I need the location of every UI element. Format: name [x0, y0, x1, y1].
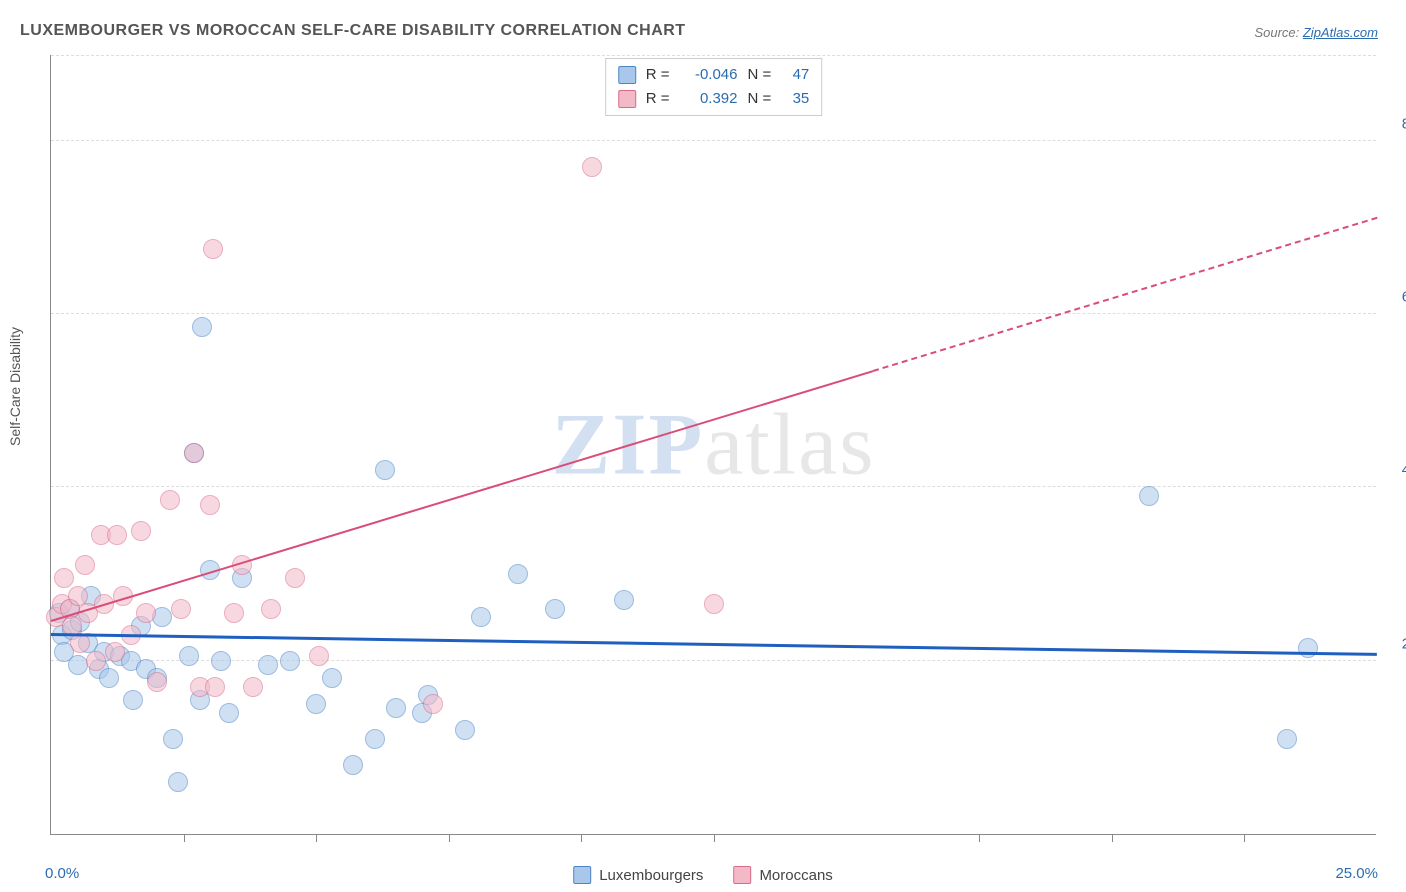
data-point [261, 599, 281, 619]
data-point [75, 555, 95, 575]
data-point [192, 317, 212, 337]
x-tick [1244, 834, 1245, 842]
data-point [168, 772, 188, 792]
legend-r-label: R = [646, 87, 670, 111]
trend-line [51, 633, 1377, 656]
legend-row: R = 0.392 N = 35 [618, 87, 810, 111]
data-point [306, 694, 326, 714]
legend-r-value: -0.046 [680, 63, 738, 87]
data-point [205, 677, 225, 697]
y-tick-label: 4.0% [1402, 462, 1406, 479]
data-point [455, 720, 475, 740]
data-point [582, 157, 602, 177]
data-point [136, 603, 156, 623]
data-point [147, 672, 167, 692]
data-point [1139, 486, 1159, 506]
legend-n-label: N = [748, 87, 772, 111]
legend-n-value: 35 [781, 87, 809, 111]
data-point [285, 568, 305, 588]
legend-swatch [733, 866, 751, 884]
legend-swatch [618, 66, 636, 84]
data-point [131, 521, 151, 541]
y-tick-label: 2.0% [1402, 635, 1406, 652]
plot-area: ZIPatlas R =-0.046N =47R =0.392N =35 2.0… [50, 55, 1376, 835]
y-tick-label: 8.0% [1402, 115, 1406, 132]
data-point [211, 651, 231, 671]
data-point [179, 646, 199, 666]
data-point [160, 490, 180, 510]
data-point [545, 599, 565, 619]
data-point [280, 651, 300, 671]
data-point [86, 651, 106, 671]
legend-r-value: 0.392 [680, 87, 738, 111]
legend-n-label: N = [748, 63, 772, 87]
data-point [309, 646, 329, 666]
y-tick-label: 6.0% [1402, 289, 1406, 306]
data-point [200, 495, 220, 515]
trend-line [873, 217, 1377, 372]
legend-swatch [618, 90, 636, 108]
chart-title: LUXEMBOURGER VS MOROCCAN SELF-CARE DISAB… [20, 22, 686, 40]
data-point [365, 729, 385, 749]
x-tick [316, 834, 317, 842]
data-point [258, 655, 278, 675]
data-point [423, 694, 443, 714]
legend-series-name: Luxembourgers [599, 867, 703, 884]
data-point [471, 607, 491, 627]
data-point [322, 668, 342, 688]
legend-n-value: 47 [781, 63, 809, 87]
data-point [243, 677, 263, 697]
x-axis-min-label: 0.0% [45, 865, 79, 882]
legend-series-item: Moroccans [733, 866, 832, 884]
data-point [508, 564, 528, 584]
legend-series-item: Luxembourgers [573, 866, 703, 884]
x-tick [449, 834, 450, 842]
x-tick [714, 834, 715, 842]
source-label: Source: ZipAtlas.com [1254, 25, 1378, 40]
legend-correlation: R = -0.046 N = 47 R = 0.392 N = 35 [605, 58, 823, 116]
data-point [224, 603, 244, 623]
legend-series-name: Moroccans [759, 867, 832, 884]
watermark-part2: atlas [704, 396, 875, 493]
x-tick [1112, 834, 1113, 842]
legend-series: Luxembourgers Moroccans [573, 866, 833, 884]
data-point [386, 698, 406, 718]
x-tick [184, 834, 185, 842]
data-point [171, 599, 191, 619]
data-point [68, 655, 88, 675]
data-point [99, 668, 119, 688]
data-point [123, 690, 143, 710]
x-tick [979, 834, 980, 842]
y-axis-label: Self-Care Disability [7, 327, 23, 446]
data-point [54, 568, 74, 588]
gridline [51, 486, 1376, 487]
data-point [219, 703, 239, 723]
data-point [375, 460, 395, 480]
data-point [343, 755, 363, 775]
watermark: ZIPatlas [552, 394, 876, 495]
data-point [704, 594, 724, 614]
data-point [203, 239, 223, 259]
source-prefix: Source: [1254, 25, 1302, 40]
data-point [107, 525, 127, 545]
data-point [105, 642, 125, 662]
data-point [614, 590, 634, 610]
gridline [51, 55, 1376, 56]
x-axis-max-label: 25.0% [1335, 865, 1378, 882]
gridline [51, 140, 1376, 141]
gridline [51, 313, 1376, 314]
data-point [184, 443, 204, 463]
legend-r-label: R = [646, 63, 670, 87]
chart-container: LUXEMBOURGER VS MOROCCAN SELF-CARE DISAB… [0, 0, 1406, 892]
legend-swatch [573, 866, 591, 884]
legend-row: R = -0.046 N = 47 [618, 63, 810, 87]
data-point [163, 729, 183, 749]
source-link[interactable]: ZipAtlas.com [1303, 25, 1378, 40]
data-point [1277, 729, 1297, 749]
x-tick [581, 834, 582, 842]
gridline [51, 660, 1376, 661]
